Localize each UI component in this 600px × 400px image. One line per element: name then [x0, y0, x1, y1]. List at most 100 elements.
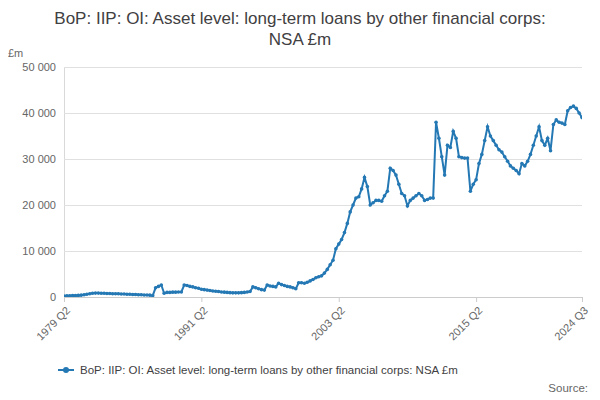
- series-marker: [340, 238, 344, 242]
- y-tick-label: 40 000: [22, 107, 56, 119]
- x-tick: 2024 Q3: [552, 297, 590, 342]
- series-marker: [394, 173, 398, 177]
- series-marker: [346, 222, 350, 226]
- series-marker: [446, 143, 450, 147]
- x-tick: 1991 Q2: [171, 297, 209, 342]
- legend-item: BoP: IIP: OI: Asset level: long-term loa…: [58, 364, 458, 376]
- series-marker: [543, 143, 547, 147]
- x-tick-label: 1991 Q2: [171, 304, 209, 342]
- y-tick: 0: [50, 291, 582, 303]
- series-marker: [552, 123, 556, 127]
- series-marker: [363, 176, 367, 180]
- series-marker: [400, 192, 404, 196]
- series-marker: [503, 155, 507, 159]
- series-marker: [397, 183, 401, 187]
- series-marker: [337, 242, 341, 246]
- legend: BoP: IIP: OI: Asset level: long-term loa…: [58, 364, 458, 376]
- y-unit-label: £m: [8, 47, 23, 59]
- y-tick: 40 000: [22, 107, 582, 119]
- series-marker: [343, 231, 347, 235]
- grid-line: [64, 67, 582, 68]
- series-marker: [517, 172, 521, 176]
- series-marker: [549, 149, 553, 153]
- series-marker: [486, 125, 490, 129]
- series-marker: [160, 283, 164, 287]
- grid-line: [64, 297, 582, 298]
- series-marker: [474, 178, 478, 182]
- series-marker: [411, 196, 415, 200]
- x-tick: 2015 Q2: [446, 297, 484, 342]
- series-marker: [406, 204, 410, 208]
- y-tick-label: 30 000: [22, 153, 56, 165]
- series-marker: [514, 169, 518, 173]
- series-marker: [566, 109, 570, 113]
- legend-label: BoP: IIP: OI: Asset level: long-term loa…: [80, 364, 458, 376]
- x-tick-label: 2015 Q2: [446, 304, 484, 342]
- series-marker: [357, 195, 361, 199]
- x-tick-mark: [339, 297, 340, 302]
- series-marker: [437, 137, 441, 141]
- series-marker: [489, 134, 493, 138]
- grid-line: [64, 159, 582, 160]
- series-marker: [563, 123, 567, 127]
- series-marker: [580, 116, 582, 120]
- source-label: Source:: [548, 382, 588, 394]
- series-marker: [546, 137, 550, 141]
- series-marker: [380, 200, 384, 204]
- y-tick-label: 0: [50, 291, 56, 303]
- plot: 010 00020 00030 00040 00050 0001979 Q219…: [22, 61, 590, 342]
- grid-line: [64, 113, 582, 114]
- x-tick-label: 1979 Q2: [34, 304, 72, 342]
- series-marker: [520, 162, 524, 166]
- series-marker: [180, 290, 184, 294]
- series-marker: [451, 130, 455, 134]
- grid-line: [64, 251, 582, 252]
- series-marker: [386, 189, 390, 193]
- series-marker: [403, 194, 407, 198]
- series-marker: [497, 148, 501, 152]
- series-marker: [414, 194, 418, 198]
- chart-title: BoP: IIP: OI: Asset level: long-term loa…: [54, 9, 545, 49]
- series-marker: [391, 169, 395, 173]
- x-tick-mark: [582, 297, 583, 302]
- x-tick-label: 2024 Q3: [552, 304, 590, 342]
- series-marker: [526, 160, 530, 164]
- x-axis: 1979 Q2 1991 Q2 2003 Q2 2015 Q2 2024 Q3: [34, 297, 590, 342]
- series-marker: [540, 139, 544, 143]
- y-tick: 20 000: [22, 199, 582, 211]
- series-marker: [523, 164, 527, 168]
- series-marker: [334, 247, 338, 251]
- x-tick: 1979 Q2: [34, 297, 72, 342]
- series-marker: [509, 164, 513, 168]
- series-marker: [325, 268, 329, 272]
- series-marker: [449, 146, 453, 150]
- series-marker: [294, 287, 298, 291]
- series-marker: [537, 125, 541, 129]
- series-marker: [274, 285, 278, 289]
- series-marker: [529, 153, 533, 157]
- title-line: BoP: IIP: OI: Asset level: long-term loa…: [54, 9, 545, 28]
- series-marker: [320, 274, 324, 278]
- series-marker: [366, 185, 370, 189]
- y-tick-label: 20 000: [22, 199, 56, 211]
- series-marker: [532, 143, 536, 147]
- x-tick-label: 2003 Q2: [309, 304, 347, 342]
- series-marker: [500, 150, 504, 154]
- series-marker: [331, 258, 335, 262]
- series-marker: [574, 107, 578, 111]
- series-marker: [351, 203, 355, 207]
- series-marker: [408, 199, 412, 203]
- series-marker: [454, 137, 458, 141]
- series-marker: [383, 194, 387, 198]
- chart-svg: BoP: IIP: OI: Asset level: long-term loa…: [0, 0, 600, 400]
- series-marker: [431, 196, 435, 200]
- series-marker: [323, 271, 327, 275]
- grid-line: [64, 205, 582, 206]
- series-marker: [477, 162, 481, 166]
- x-tick-mark: [476, 297, 477, 302]
- y-tick-label: 50 000: [22, 61, 56, 73]
- series-marker: [554, 118, 558, 122]
- series-marker: [440, 155, 444, 159]
- chart-container: BoP: IIP: OI: Asset level: long-term loa…: [0, 0, 600, 400]
- y-tick: 50 000: [22, 61, 582, 73]
